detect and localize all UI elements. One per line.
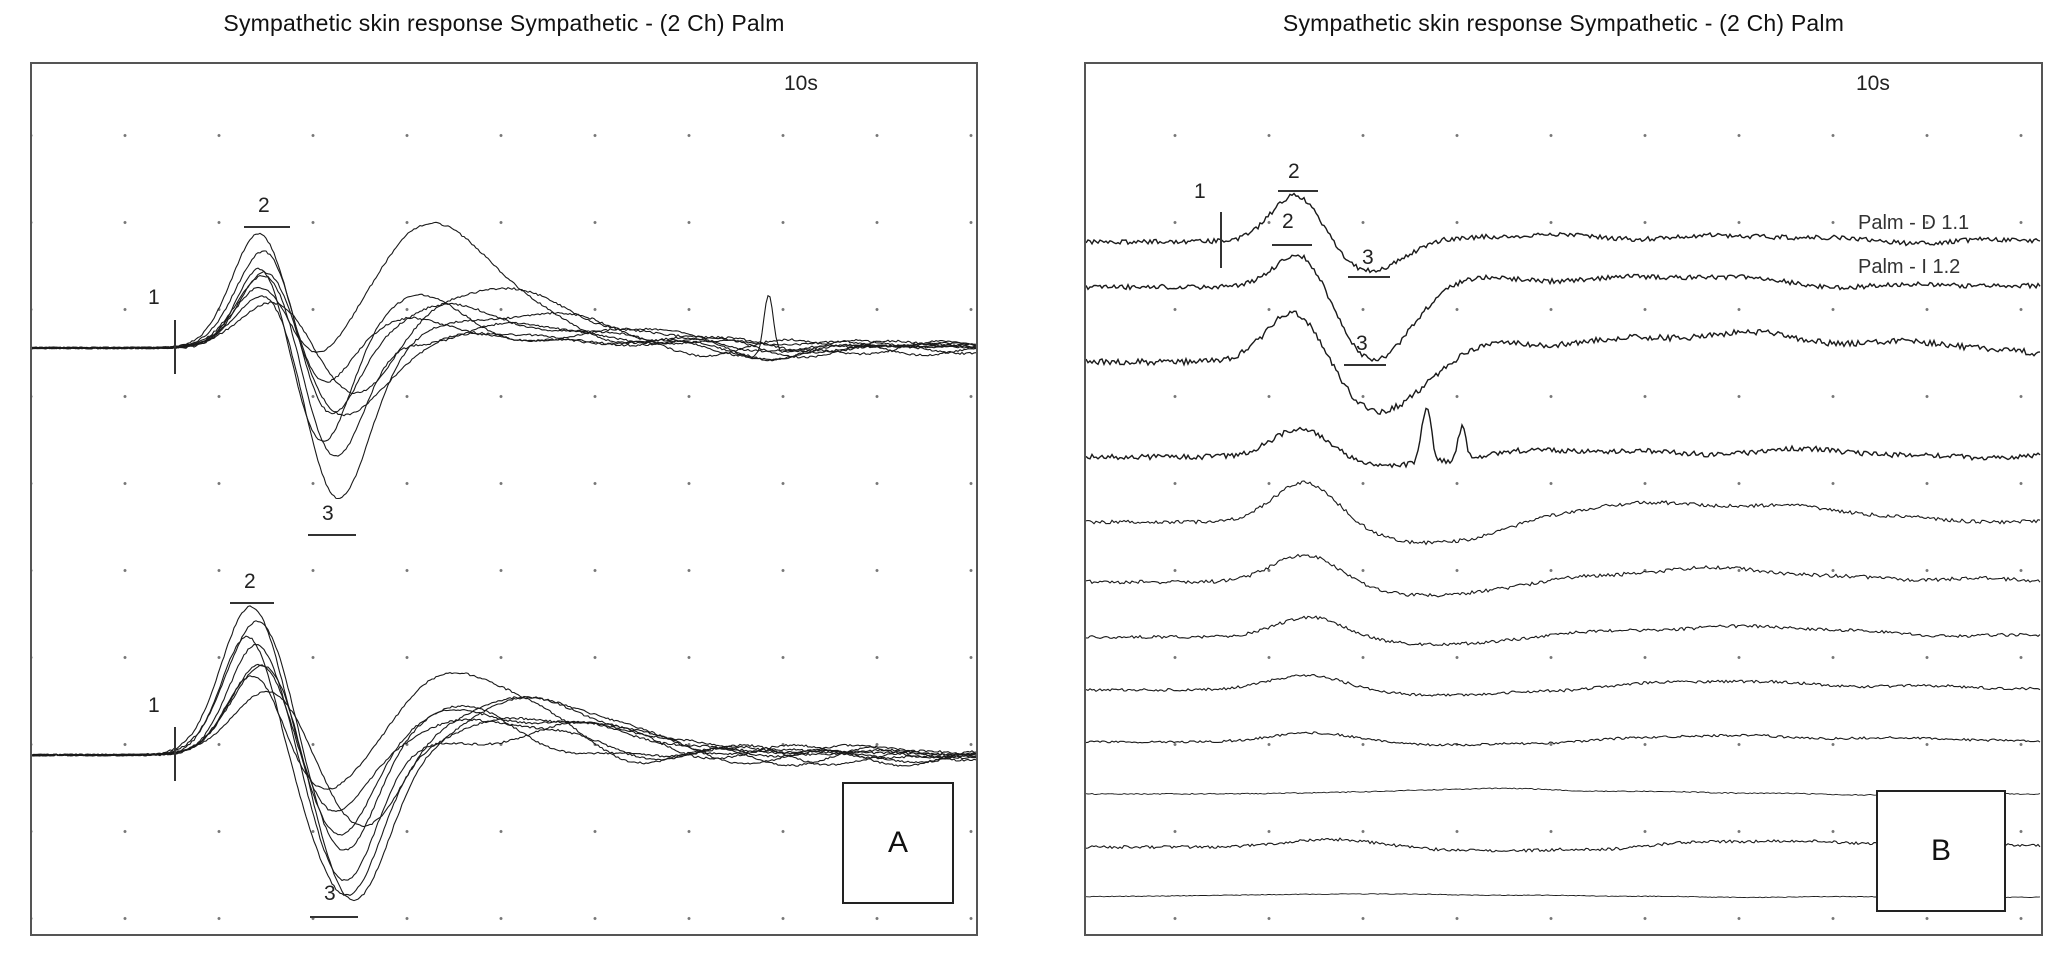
panel-a-ch1-onset-tick: [174, 320, 176, 374]
panel-a-ch2-onset-tick: [174, 727, 176, 781]
panel-b-trough-tick-2: [1344, 364, 1386, 366]
panel-a-letter: A: [887, 826, 908, 859]
waveform-trace: [1086, 480, 2041, 546]
panel-b-trough-tick-1: [1348, 276, 1390, 278]
panel-b-plot: 10s 1 2 2 3 3 Palm - D 1.1 Palm - I 1.2 …: [1084, 62, 2043, 936]
panel-a-timebase: 10s: [784, 72, 818, 95]
panel-b-marker-trough-1: 3: [1362, 246, 1374, 269]
panel-b-letter: B: [1930, 834, 1951, 867]
waveform-trace: [1086, 192, 2041, 274]
panel-a-ch1-marker-onset: 1: [148, 286, 160, 309]
panel-b-letter-box: B: [1876, 790, 2006, 912]
panel-b-marker-peak-2: 2: [1282, 210, 1294, 233]
panel-a-ch2-trough-tick: [310, 916, 358, 918]
waveform-trace: [1086, 310, 2041, 415]
trace-label-palm-d: Palm - D 1.1: [1858, 212, 1970, 234]
panel-a-ch2-marker-peak: 2: [244, 570, 256, 593]
panel-b-marker-onset: 1: [1194, 180, 1206, 203]
panel-b-peak-tick-2: [1272, 244, 1312, 246]
panel-b-timebase: 10s: [1856, 72, 1890, 95]
panel-a-waveforms: [32, 221, 976, 902]
panel-b-marker-peak-1: 2: [1288, 160, 1300, 183]
waveform-trace: [32, 664, 976, 902]
panel-b-peak-tick-1: [1278, 190, 1318, 192]
waveform-trace: [1086, 615, 2041, 647]
panel-b-marker-trough-2: 3: [1356, 332, 1368, 355]
waveform-trace: [32, 286, 976, 395]
panel-a-ch1-trough-tick: [308, 534, 356, 536]
waveform-trace: [32, 663, 976, 836]
waveform-trace: [1086, 407, 2041, 469]
waveform-trace: [32, 643, 976, 882]
waveform-trace: [32, 270, 976, 417]
panel-a-ch2-peak-tick: [230, 602, 274, 604]
waveform-trace: [1086, 731, 2041, 747]
panel-b-waveforms: [1086, 192, 2041, 899]
panel-a-ch1-marker-peak: 2: [258, 194, 270, 217]
panel-a-title: Sympathetic skin response Sympathetic - …: [223, 10, 785, 36]
waveform-trace: [32, 605, 976, 812]
panel-a-ch2-marker-trough: 3: [324, 882, 336, 905]
waveform-trace: [1086, 553, 2041, 598]
panel-a-ch1-marker-trough: 3: [322, 502, 334, 525]
panel-b-onset-tick: [1220, 212, 1222, 268]
panel-b-title: Sympathetic skin response Sympathetic - …: [1282, 10, 1845, 36]
panel-a-plot: 10s 1 2 3 1 2 3 A: [30, 62, 978, 936]
waveform-trace: [1086, 674, 2041, 697]
panel-a-letter-box: A: [842, 782, 954, 904]
panel-a-ch1-peak-tick: [244, 226, 290, 228]
panel-a-ch2-marker-onset: 1: [148, 694, 160, 717]
waveform-trace: [1086, 253, 2041, 363]
trace-label-palm-i: Palm - I 1.2: [1858, 256, 1961, 278]
waveform-trace: [32, 620, 976, 851]
